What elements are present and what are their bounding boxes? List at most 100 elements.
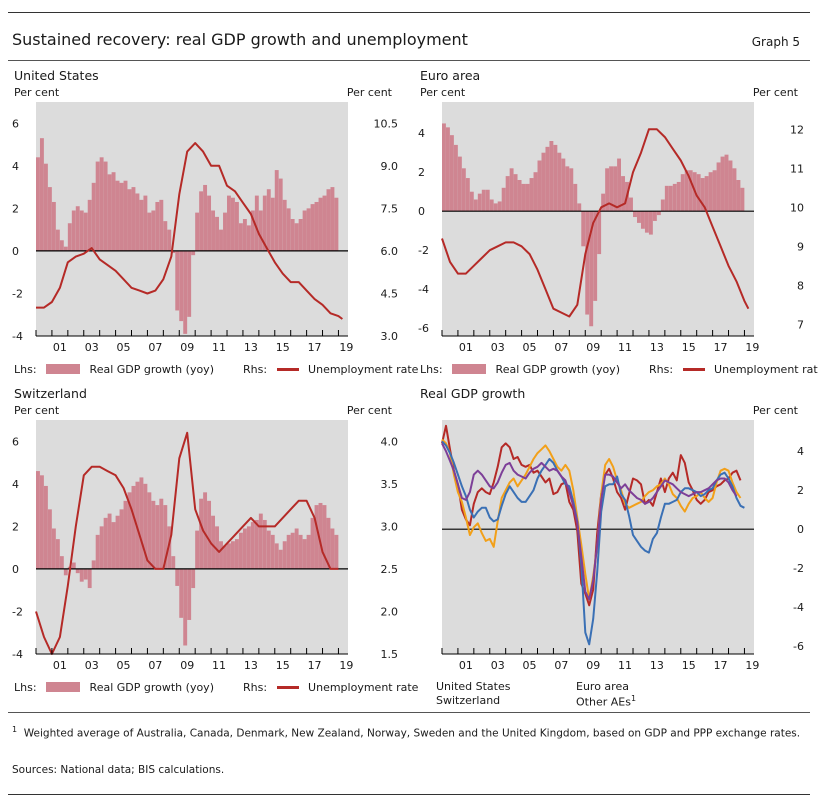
series-line-euro-area (441, 440, 745, 646)
figure-title: Sustained recovery: real GDP growth and … (12, 30, 468, 49)
bar (581, 211, 586, 247)
bar (227, 195, 231, 251)
y-tick-label-right: 0 (797, 523, 804, 536)
legend-bar-swatch (46, 364, 81, 374)
panel-title: Switzerland (14, 386, 87, 401)
bar (151, 210, 156, 251)
left-axis-unit: Per cent (14, 86, 60, 99)
bar (191, 568, 196, 589)
footnote: 1 Weighted average of Australia, Canada,… (12, 722, 802, 742)
bar (254, 195, 259, 251)
bar (314, 201, 319, 251)
bar (485, 189, 490, 212)
bar (207, 500, 212, 569)
y-tick-label-right: 7.5 (381, 202, 399, 215)
y-tick-label-right: 3.5 (381, 478, 399, 491)
x-tick-label: 15 (682, 659, 696, 672)
bar (573, 183, 578, 212)
bar (266, 530, 271, 569)
x-tick-label: 07 (148, 659, 162, 672)
bar (282, 541, 287, 569)
bar (266, 189, 271, 251)
plot-area: 01 03 05 07 09 11 13 15 17 19 -6 -4 -2 0 2 4 7 8 9 10 11 12 (418, 102, 804, 354)
bar (700, 178, 705, 212)
title-rule (8, 60, 810, 61)
panel-switzerland: Switzerland Per cent Per cent 01 03 05 07 09… (8, 386, 418, 696)
y-tick-label-left: -4 (12, 648, 23, 661)
x-tick-label: 01 (459, 341, 473, 354)
bar (637, 211, 641, 223)
bar (605, 168, 610, 212)
legend-label: Euro area (576, 680, 629, 693)
bar (234, 201, 239, 251)
bar (203, 184, 208, 251)
footnote-marker: 1 (12, 725, 18, 734)
bar (99, 157, 104, 251)
plot-area: 01 03 05 07 09 11 13 15 17 19 -6 -4 -2 0 2 4 (441, 420, 804, 672)
bar (179, 568, 184, 618)
y-tick-label-right: 2.5 (381, 563, 399, 576)
bar (63, 246, 68, 251)
legend: Lhs: Real GDP growth (yoy) Rhs: Unemploy… (14, 680, 418, 694)
y-tick-label-left: 2 (12, 520, 19, 533)
bar (115, 515, 120, 569)
bar (175, 568, 180, 586)
bar (473, 199, 478, 212)
y-tick-label-right: 9 (797, 240, 804, 253)
x-tick-label: 15 (276, 341, 290, 354)
bar (238, 532, 243, 569)
sources-note: Sources: National data; BIS calculations… (12, 764, 225, 776)
bar (139, 477, 144, 569)
bar (107, 513, 112, 569)
legend-label: Other AEs (576, 695, 631, 709)
bar (47, 187, 52, 251)
footnote-rule (8, 712, 810, 713)
chart-svg: 01 03 05 07 09 11 13 15 17 19 -4 -2 0 2 4 6 1.5 2.0 2.5 3.0… (12, 420, 398, 672)
x-tick-label: 03 (85, 341, 99, 354)
bar (716, 162, 721, 212)
plot-area: 01 03 05 07 09 11 13 15 17 19 -4 -2 0 2 4 6 3.0 4.5 6.0 7.5… (12, 102, 398, 354)
bar (676, 181, 681, 212)
bar (274, 543, 279, 569)
bar (59, 556, 64, 569)
bar (36, 471, 40, 569)
bar (131, 187, 136, 251)
bar (656, 211, 661, 216)
bar (171, 556, 176, 569)
x-tick-label: 01 (53, 659, 67, 672)
bar (648, 211, 653, 235)
bar (91, 560, 96, 569)
bar (525, 183, 530, 212)
bar (250, 210, 255, 251)
bar (477, 193, 482, 212)
right-axis-unit: Per cent (752, 404, 798, 417)
bar (330, 187, 335, 251)
footnote-text: Weighted average of Australia, Canada, D… (23, 727, 801, 740)
bar (330, 528, 335, 569)
chart-svg: 01 03 05 07 09 11 13 15 17 19 -6 -4 -2 0 2 4 7 8 9 10 11 12 (418, 102, 804, 354)
bar (199, 498, 204, 569)
bar (195, 212, 200, 251)
bar (680, 174, 685, 212)
bar (294, 528, 299, 569)
bar (87, 568, 92, 589)
bar (644, 211, 649, 233)
bar (696, 174, 701, 212)
bar (549, 141, 554, 212)
bar (139, 199, 144, 251)
bar (75, 206, 80, 251)
bar (43, 485, 48, 569)
legend-line-swatch (276, 685, 299, 689)
bar (107, 174, 112, 251)
legend-label: United States (436, 680, 511, 693)
bar (724, 154, 729, 212)
bar (286, 208, 291, 251)
legend-line-swatch (682, 367, 705, 371)
bar (270, 197, 275, 251)
legend-label: Unemployment rate (714, 362, 818, 376)
bar (290, 219, 295, 251)
bar (234, 539, 239, 569)
legend-label: Real GDP growth (yoy) (89, 680, 214, 694)
bar (732, 168, 737, 212)
legend-item-other-aes: Other AEs1 (568, 694, 636, 709)
